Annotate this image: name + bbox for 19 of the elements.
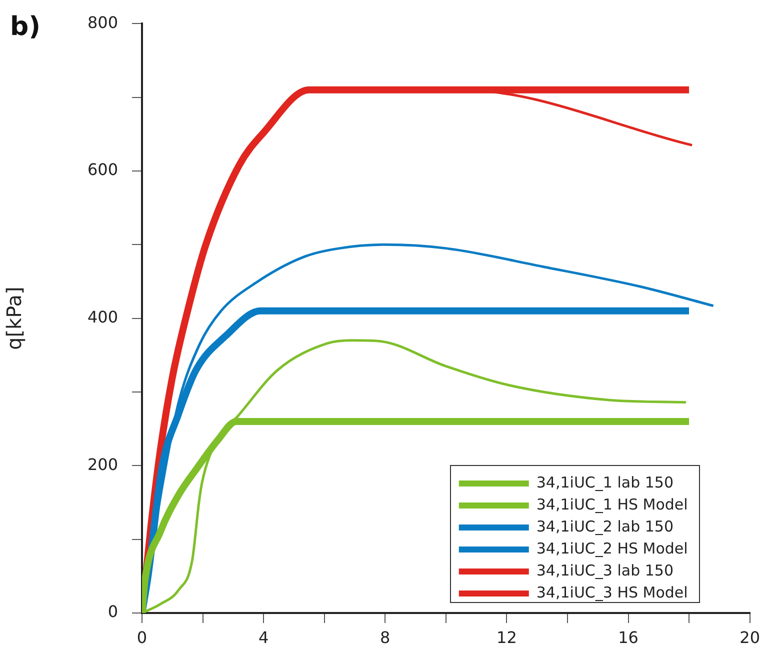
y-tick-label: 600 [87, 160, 118, 180]
x-tick-label: 20 [740, 628, 760, 647]
y-tick-label: 200 [87, 454, 118, 474]
y-tick-label: 0 [108, 602, 118, 622]
x-tick-label: 16 [618, 628, 638, 647]
text: b) [10, 12, 40, 42]
legend-label: 34,1iUC_2 HS Model [536, 539, 688, 558]
x-tick-label: 8 [380, 628, 390, 647]
legend-label: 34,1iUC_3 lab 150 [536, 561, 674, 580]
x-tick-label: 0 [136, 628, 148, 647]
x-tick-label: 4 [258, 628, 269, 647]
legend-label: 34,1iUC_3 HS Model [536, 583, 688, 602]
y-axis-title: q[kPa] [2, 286, 26, 350]
legend-label: 34,1iUC_1 HS Model [536, 495, 688, 514]
legend-label: 34,1iUC_1 lab 150 [536, 473, 674, 492]
y-tick-label: 400 [87, 307, 118, 326]
x-tick-label: 12 [496, 628, 517, 647]
legend-label: 34,1iUC_2 lab 150 [536, 517, 674, 536]
y-tick-label: 800 [87, 12, 118, 32]
